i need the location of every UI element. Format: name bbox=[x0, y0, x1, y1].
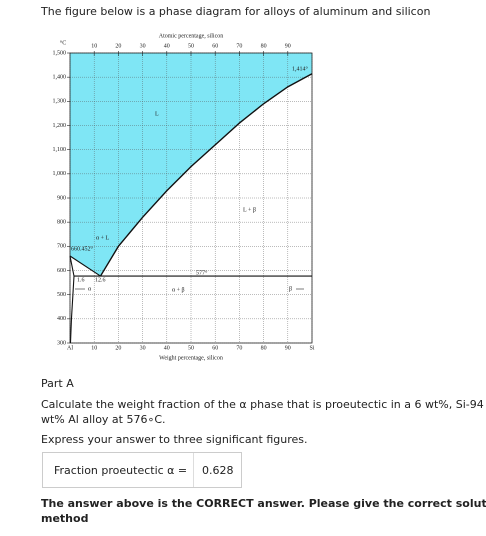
top-tick-label: 60 bbox=[212, 43, 218, 49]
x-tick-label: 60 bbox=[212, 345, 218, 351]
y-tick-label: 1,100 bbox=[53, 147, 67, 153]
y-tick-label: 1,500 bbox=[53, 50, 67, 56]
x-tick-label: 50 bbox=[188, 345, 194, 351]
instruction: Express your answer to three significant… bbox=[41, 433, 308, 446]
answer-box bbox=[42, 452, 242, 488]
phase-boundary bbox=[69, 255, 75, 277]
top-tick-label: 40 bbox=[164, 43, 170, 49]
note-line: The answer above is the CORRECT answer. … bbox=[41, 497, 486, 510]
x-tick-label: 70 bbox=[236, 345, 242, 351]
annotation: 660.452° bbox=[71, 245, 94, 252]
region-label: α + β bbox=[172, 287, 185, 293]
annotation: 12.6 bbox=[95, 277, 106, 283]
part-title: Part A bbox=[41, 377, 74, 390]
x-tick-label: 40 bbox=[164, 345, 170, 351]
phase-diagram: Atomic percentage, silicon °C Weight per… bbox=[53, 33, 315, 361]
top-tick-label: 10 bbox=[91, 43, 97, 49]
note-line: method bbox=[41, 512, 89, 525]
y-tick-label: 300 bbox=[57, 340, 66, 346]
y-unit: °C bbox=[60, 39, 66, 46]
y-tick-label: 800 bbox=[57, 220, 66, 226]
question-line: wt% Al alloy at 576∘C. bbox=[41, 413, 166, 426]
y-tick-label: 1,300 bbox=[53, 99, 67, 105]
phase-boundary bbox=[69, 255, 101, 277]
top-tick-label: 50 bbox=[188, 43, 194, 49]
top-tick-label: 30 bbox=[140, 43, 146, 49]
top-tick-label: 80 bbox=[261, 43, 267, 49]
top-axis-title: Atomic percentage, silicon bbox=[159, 33, 223, 39]
x-tick-label: 10 bbox=[91, 345, 97, 351]
annotation: 577° bbox=[196, 269, 208, 276]
y-tick-label: 600 bbox=[57, 268, 66, 274]
y-tick-label: 700 bbox=[57, 244, 66, 250]
x-tick-label: 20 bbox=[115, 345, 121, 351]
phase-boundary bbox=[99, 73, 313, 277]
answer-value: 0.628 bbox=[202, 464, 234, 477]
annotation: 1.6 bbox=[77, 277, 85, 283]
annotation: 1,414° bbox=[292, 65, 309, 72]
top-tick-label: 70 bbox=[236, 43, 242, 49]
y-tick-label: 1,200 bbox=[53, 123, 67, 129]
x-axis-title: Weight percentage, silicon bbox=[159, 355, 223, 361]
x-tick-label: Si bbox=[309, 345, 314, 351]
y-tick-label: 900 bbox=[57, 195, 66, 201]
region-label: L + β bbox=[243, 207, 256, 213]
x-tick-label: Al bbox=[67, 345, 73, 351]
top-tick-label: 90 bbox=[285, 43, 291, 49]
top-tick-label: 20 bbox=[115, 43, 121, 49]
y-tick-label: 1,000 bbox=[53, 171, 67, 177]
x-tick-label: 30 bbox=[140, 345, 146, 351]
region-label: L bbox=[155, 111, 159, 117]
plot-frame bbox=[69, 52, 313, 344]
y-tick-label: 1,400 bbox=[53, 75, 67, 81]
region-label: β bbox=[289, 286, 292, 292]
x-tick-label: 90 bbox=[285, 345, 291, 351]
x-tick-label: 80 bbox=[261, 345, 267, 351]
question-line: Calculate the weight fraction of the α p… bbox=[41, 398, 484, 411]
region-label: α + L bbox=[96, 235, 110, 241]
answer-label: Fraction proeutectic α = bbox=[54, 464, 188, 477]
liquid-region bbox=[70, 53, 312, 277]
region-label: α bbox=[88, 286, 92, 292]
phase-boundary bbox=[69, 276, 75, 344]
y-tick-label: 400 bbox=[57, 316, 66, 322]
y-tick-label: 500 bbox=[57, 292, 66, 298]
intro: The figure below is a phase diagram for … bbox=[41, 5, 431, 18]
